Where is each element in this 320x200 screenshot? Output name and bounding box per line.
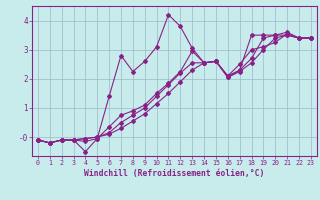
X-axis label: Windchill (Refroidissement éolien,°C): Windchill (Refroidissement éolien,°C) — [84, 169, 265, 178]
